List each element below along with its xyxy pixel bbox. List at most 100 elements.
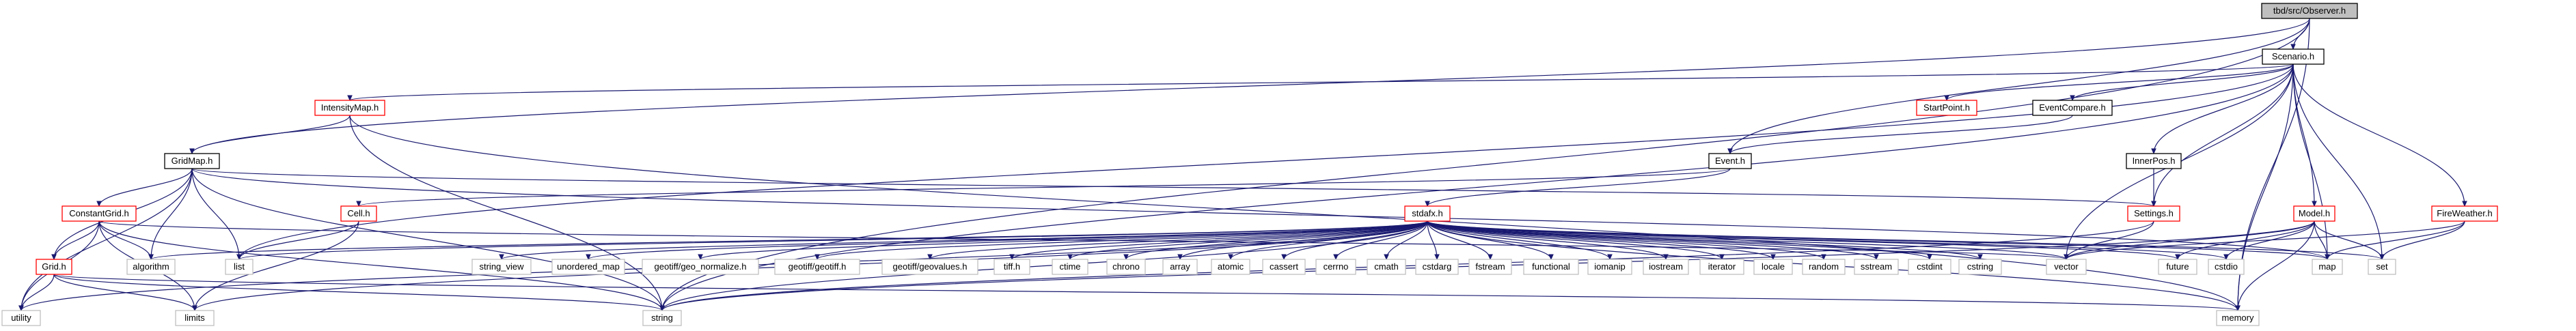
edge-gridmap-to-algorithm — [151, 168, 193, 259]
node-eventcompare[interactable]: EventCompare.h — [2032, 100, 2113, 116]
edge-stdafx-to-unordered_map — [588, 220, 1428, 259]
node-label-scenario: Scenario.h — [2272, 51, 2314, 61]
node-gridmap[interactable]: GridMap.h — [164, 153, 220, 169]
edge-cell-to-list — [239, 220, 359, 259]
node-label-set: set — [2376, 261, 2388, 272]
edge-scenario-to-fireweather — [2292, 63, 2465, 206]
node-box-memory — [2216, 310, 2260, 326]
node-label-gridmap: GridMap.h — [172, 156, 213, 166]
node-label-eventcompare: EventCompare.h — [2039, 102, 2106, 113]
edge-stdafx-to-geovalues — [930, 220, 1428, 259]
node-stdafx[interactable]: stdafx.h — [1404, 205, 1451, 222]
node-label-iomanip: iomanip — [1594, 261, 1626, 272]
node-label-stdafx: stdafx.h — [1412, 208, 1443, 218]
node-intensitymap[interactable]: IntensityMap.h — [314, 100, 385, 116]
edge-event-to-cell — [359, 168, 1731, 206]
node-box-fstream — [1468, 259, 1512, 275]
node-box-cstring — [1958, 259, 2002, 275]
edge-stdafx-to-chrono — [1126, 220, 1428, 259]
edge-observer-to-gridmap — [192, 18, 2310, 154]
edge-stdafx-to-iomanip — [1427, 220, 1610, 259]
node-settings[interactable]: Settings.h — [2127, 205, 2180, 222]
edge-stdafx-to-functional — [1427, 220, 1551, 259]
edge-scenario-to-memory — [2238, 63, 2294, 311]
edge-intensitymap-to-memory — [349, 115, 2238, 311]
edge-model-to-vector — [2066, 220, 2315, 259]
node-box-ctime — [1052, 259, 1088, 275]
edge-observer-to-string — [662, 18, 2310, 311]
node-unordered_map: unordered_map — [551, 259, 625, 275]
node-label-iostream: iostream — [1649, 261, 1683, 272]
node-box-future — [2158, 259, 2197, 275]
node-functional: functional — [1523, 259, 1579, 275]
node-label-tiff: tiff.h — [1004, 261, 1020, 272]
node-constantgrid[interactable]: ConstantGrid.h — [61, 205, 137, 222]
node-label-intensitymap: IntensityMap.h — [321, 102, 379, 113]
edge-intensitymap-to-gridmap — [192, 115, 351, 154]
node-label-chrono: chrono — [1112, 261, 1140, 272]
node-grid[interactable]: Grid.h — [36, 259, 72, 275]
node-iomanip: iomanip — [1587, 259, 1632, 275]
node-label-limits: limits — [184, 313, 205, 323]
node-box-intensitymap — [314, 100, 385, 116]
node-label-fireweather: FireWeather.h — [2437, 208, 2492, 218]
node-box-sstream — [1854, 259, 1899, 275]
node-tiff: tiff.h — [994, 259, 1030, 275]
node-string: string — [642, 310, 682, 326]
node-box-observer — [2261, 3, 2358, 19]
edge-gridmap-to-map — [191, 168, 2327, 259]
edge-model-to-memory — [2238, 220, 2315, 311]
node-box-iostream — [1643, 259, 1689, 275]
node-box-atomic — [1211, 259, 1250, 275]
node-model[interactable]: Model.h — [2293, 205, 2335, 222]
node-event[interactable]: Event.h — [1708, 153, 1752, 169]
node-label-cstdio: cstdio — [2215, 261, 2238, 272]
edge-stdafx-to-cmath — [1386, 220, 1428, 259]
node-map: map — [2312, 259, 2343, 275]
node-label-innerpos: InnerPos.h — [2133, 156, 2176, 166]
node-box-iomanip — [1587, 259, 1632, 275]
node-label-cstdint: cstdint — [1917, 261, 1943, 272]
node-label-random: random — [1809, 261, 1839, 272]
node-startpoint[interactable]: StartPoint.h — [1916, 100, 1977, 116]
node-box-tiff — [994, 259, 1030, 275]
edge-model-to-set — [2314, 220, 2382, 259]
edge-scenario-to-string — [662, 63, 2294, 311]
edge-scenario-to-model — [2292, 63, 2314, 206]
edge-fireweather-to-vector — [2066, 220, 2465, 259]
node-label-functional: functional — [1532, 261, 1570, 272]
edge-gridmap-to-string — [191, 168, 662, 311]
edge-settings-to-string — [662, 220, 2154, 311]
edge-stdafx-to-string — [662, 220, 1428, 311]
node-cstdint: cstdint — [1908, 259, 1951, 275]
edge-grid-to-limits — [53, 274, 195, 311]
node-cstdarg: cstdarg — [1415, 259, 1459, 275]
edge-stdafx-to-cstdarg — [1427, 220, 1437, 259]
edge-gridmap-to-list — [191, 168, 239, 259]
node-box-geo_normalize — [642, 259, 759, 275]
node-label-sstream: sstream — [1861, 261, 1892, 272]
node-observer[interactable]: tbd/src/Observer.h — [2261, 3, 2358, 19]
edge-stdafx-to-cstdio — [1427, 220, 2226, 259]
edge-gridmap-to-settings — [191, 168, 2154, 206]
node-box-geotiff — [774, 259, 860, 275]
edge-model-to-future — [2178, 220, 2315, 259]
node-box-map — [2312, 259, 2343, 275]
edge-gridmap-to-constantgrid — [99, 168, 193, 206]
node-utility: utility — [1, 310, 41, 326]
node-box-locale — [1753, 259, 1793, 275]
node-fireweather[interactable]: FireWeather.h — [2431, 205, 2498, 222]
node-geotiff: geotiff/geotiff.h — [774, 259, 860, 275]
node-cell[interactable]: Cell.h — [340, 205, 377, 222]
node-box-event — [1708, 153, 1752, 169]
node-label-cell: Cell.h — [347, 208, 370, 218]
edge-stdafx-to-cstdint — [1427, 220, 1930, 259]
node-limits: limits — [175, 310, 215, 326]
node-scenario[interactable]: Scenario.h — [2262, 48, 2325, 65]
edge-stdafx-to-geotiff — [817, 220, 1428, 259]
edge-eventcompare-to-event — [1730, 115, 2073, 154]
node-label-algorithm: algorithm — [133, 261, 169, 272]
node-innerpos[interactable]: InnerPos.h — [2126, 153, 2182, 169]
node-label-cerrno: cerrno — [1324, 261, 1349, 272]
node-label-observer: tbd/src/Observer.h — [2273, 5, 2346, 16]
